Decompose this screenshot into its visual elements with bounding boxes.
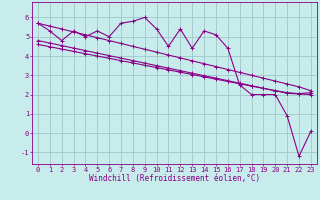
X-axis label: Windchill (Refroidissement éolien,°C): Windchill (Refroidissement éolien,°C) [89,174,260,183]
